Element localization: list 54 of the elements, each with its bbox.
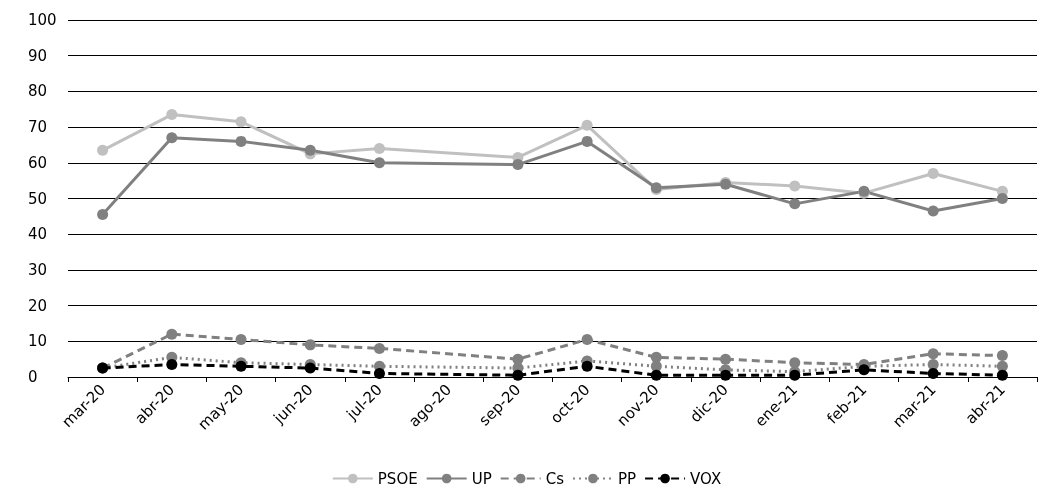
point: [235, 116, 247, 128]
y-tick-label: 70: [28, 118, 48, 137]
point: [304, 362, 316, 374]
y-tick-label: 20: [28, 296, 48, 315]
y-tick-label: 60: [28, 153, 48, 172]
point: [304, 339, 316, 351]
legend-label: PP: [617, 469, 637, 488]
point: [373, 367, 385, 379]
point: [720, 353, 732, 365]
point: [97, 144, 109, 156]
legend-label: Cs: [545, 469, 565, 488]
point: [166, 359, 178, 370]
y-tick-label: 90: [28, 46, 48, 65]
point: [927, 367, 939, 379]
point: [858, 364, 870, 376]
point: [166, 109, 178, 121]
point: [97, 209, 109, 221]
y-tick-label: 100: [28, 11, 57, 29]
y-tick-label: 0: [28, 368, 38, 386]
point: [996, 369, 1008, 381]
legend-label: VOX: [690, 469, 722, 488]
point: [235, 334, 247, 346]
legend-label: UP: [471, 469, 492, 488]
y-tick-label: 50: [28, 189, 48, 208]
legend-label: PSOE: [377, 469, 418, 488]
point: [235, 135, 247, 147]
point: [650, 351, 662, 363]
point: [720, 369, 732, 381]
y-tick-label: 40: [28, 225, 48, 244]
point: [373, 143, 385, 155]
point: [927, 205, 939, 217]
point: [789, 198, 801, 210]
point: [581, 119, 593, 131]
point: [373, 342, 385, 354]
point: [927, 348, 939, 360]
point: [581, 360, 593, 372]
point: [373, 157, 385, 169]
point: [166, 132, 178, 144]
point: [927, 359, 939, 370]
point: [581, 135, 593, 147]
point: [512, 369, 524, 381]
point: [304, 144, 316, 156]
y-tick-label: 80: [28, 82, 48, 101]
point: [789, 180, 801, 192]
point: [996, 350, 1008, 362]
point: [927, 168, 939, 180]
point: [996, 193, 1008, 204]
point: [650, 369, 662, 381]
point: [996, 360, 1008, 372]
y-tick-label: 30: [28, 260, 48, 279]
point: [512, 159, 524, 171]
y-tick-label: 10: [28, 332, 48, 351]
point: [581, 334, 593, 346]
point: [166, 328, 178, 340]
